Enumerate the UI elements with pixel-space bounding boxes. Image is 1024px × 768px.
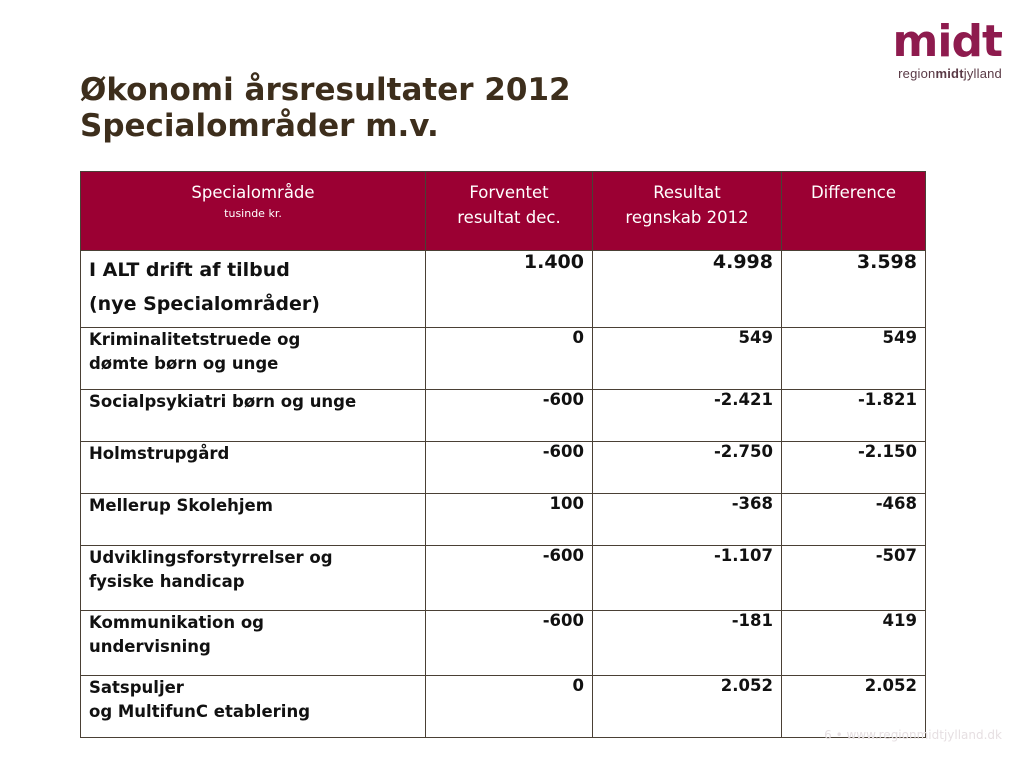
cell-forventet: -600 bbox=[425, 441, 593, 494]
table-header-row: Specialområde tusinde kr. Forventet resu… bbox=[80, 171, 926, 251]
cell-difference: 419 bbox=[781, 610, 926, 676]
row-label: Satspuljer og MultifunC etablering bbox=[80, 675, 426, 738]
row-label-line2: og MultifunC etablering bbox=[89, 702, 311, 721]
table-row: Satspuljer og MultifunC etablering 0 2.052 2… bbox=[80, 675, 926, 738]
cell-forventet: 100 bbox=[425, 493, 593, 546]
row-label-line2: dømte børn og unge bbox=[89, 354, 279, 373]
slide-title: Økonomi årsresultater 2012 Specialområde… bbox=[80, 72, 571, 144]
row-label-line1: Kriminalitetstruede og bbox=[89, 330, 301, 349]
header-difference: Difference bbox=[781, 171, 926, 251]
row-label: Socialpsykiatri børn og unge bbox=[80, 389, 426, 442]
row-label: Kommunikation og undervisning bbox=[80, 610, 426, 676]
cell-forventet: -600 bbox=[425, 389, 593, 442]
cell-difference: 3.598 bbox=[781, 250, 926, 328]
results-table: Specialområde tusinde kr. Forventet resu… bbox=[80, 171, 926, 738]
cell-resultat: -1.107 bbox=[592, 545, 782, 611]
table-row: Kriminalitetstruede og dømte børn og unge… bbox=[80, 327, 926, 390]
table-row: Udviklingsforstyrrelser og fysiske handic… bbox=[80, 545, 926, 611]
slide-title-line1: Økonomi årsresultater 2012 bbox=[80, 72, 571, 108]
header-resultat-line1: Resultat bbox=[653, 183, 721, 202]
logo-sub-bold: midt bbox=[935, 66, 964, 81]
cell-forventet: -600 bbox=[425, 545, 593, 611]
cell-difference: -1.821 bbox=[781, 389, 926, 442]
row-label-line1: Mellerup Skolehjem bbox=[89, 496, 273, 515]
cell-forventet: 0 bbox=[425, 675, 593, 738]
row-label: Udviklingsforstyrrelser og fysiske handic… bbox=[80, 545, 426, 611]
table-row: Socialpsykiatri børn og unge -600 -2.421 -1… bbox=[80, 389, 926, 442]
cell-difference: -2.150 bbox=[781, 441, 926, 494]
region-midtjylland-logo: midt regionmidtjylland bbox=[892, 16, 1003, 82]
logo-sub-suffix: jylland bbox=[963, 66, 1002, 81]
cell-resultat: 4.998 bbox=[592, 250, 782, 328]
header-resultat: Resultat regnskab 2012 bbox=[592, 171, 782, 251]
header-forventet-line2: resultat dec. bbox=[457, 208, 561, 227]
slide-title-line2: Specialområder m.v. bbox=[80, 108, 439, 144]
cell-resultat: -368 bbox=[592, 493, 782, 546]
cell-difference: -507 bbox=[781, 545, 926, 611]
cell-forventet: 1.400 bbox=[425, 250, 593, 328]
cell-difference: -468 bbox=[781, 493, 926, 546]
header-resultat-line2: regnskab 2012 bbox=[625, 208, 749, 227]
cell-resultat: 2.052 bbox=[592, 675, 782, 738]
table-row: Kommunikation og undervisning -600 -181 419 bbox=[80, 610, 926, 676]
row-label-line2: fysiske handicap bbox=[89, 572, 245, 591]
table-row: Mellerup Skolehjem 100 -368 -468 bbox=[80, 493, 926, 546]
footer-separator: • bbox=[835, 728, 843, 742]
cell-forventet: 0 bbox=[425, 327, 593, 390]
header-specialomraade-label: Specialområde bbox=[191, 183, 315, 202]
header-unit-label: tusinde kr. bbox=[224, 207, 282, 220]
row-label-line1: Kommunikation og bbox=[89, 613, 264, 632]
row-label-line1: Socialpsykiatri børn og unge bbox=[89, 392, 357, 411]
cell-difference: 549 bbox=[781, 327, 926, 390]
footer-url[interactable]: www.regionmidtjylland.dk bbox=[846, 728, 1002, 742]
cell-forventet: -600 bbox=[425, 610, 593, 676]
row-label: Mellerup Skolehjem bbox=[80, 493, 426, 546]
cell-difference: 2.052 bbox=[781, 675, 926, 738]
logo-mark: midt bbox=[892, 16, 1003, 67]
row-label: I ALT drift af tilbud (nye Specialområder… bbox=[80, 250, 426, 328]
header-specialomraade: Specialområde tusinde kr. bbox=[80, 171, 426, 251]
logo-sub-prefix: region bbox=[898, 66, 936, 81]
logo-subtitle: regionmidtjylland bbox=[893, 66, 1002, 81]
cell-resultat: 549 bbox=[592, 327, 782, 390]
table-body: I ALT drift af tilbud (nye Specialområder… bbox=[80, 250, 926, 738]
row-label-line1: Satspuljer bbox=[89, 678, 184, 697]
row-label-line1: I ALT drift af tilbud bbox=[89, 259, 290, 281]
header-forventet: Forventet resultat dec. bbox=[425, 171, 593, 251]
cell-resultat: -2.421 bbox=[592, 389, 782, 442]
row-label-line2: (nye Specialområder) bbox=[89, 293, 320, 315]
cell-resultat: -181 bbox=[592, 610, 782, 676]
row-label-line2: undervisning bbox=[89, 637, 211, 656]
row-label: Kriminalitetstruede og dømte børn og unge bbox=[80, 327, 426, 390]
row-label: Holmstrupgård bbox=[80, 441, 426, 494]
row-label-line1: Udviklingsforstyrrelser og bbox=[89, 548, 333, 567]
header-forventet-line1: Forventet bbox=[469, 183, 549, 202]
footer: 6 • www.regionmidtjylland.dk bbox=[824, 728, 1002, 742]
table-row: Holmstrupgård -600 -2.750 -2.150 bbox=[80, 441, 926, 494]
cell-resultat: -2.750 bbox=[592, 441, 782, 494]
row-label-line1: Holmstrupgård bbox=[89, 444, 230, 463]
table-row: I ALT drift af tilbud (nye Specialområder… bbox=[80, 250, 926, 328]
page-number: 6 bbox=[824, 728, 832, 742]
